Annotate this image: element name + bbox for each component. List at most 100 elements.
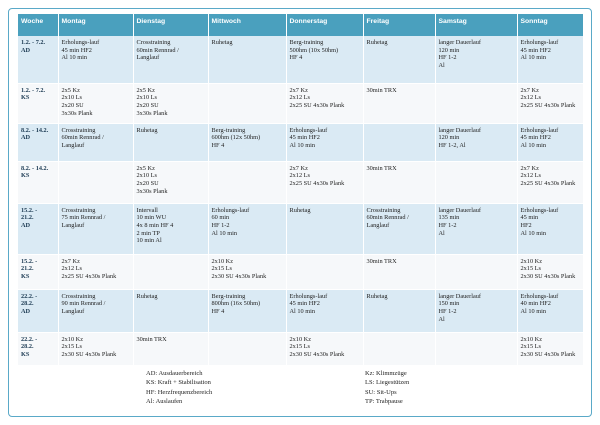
cell-line: 30min TRX (366, 257, 397, 265)
cell-monday (58, 161, 134, 204)
table-row: 8.2. - 14.2. KS 2x5 Kz 2x10 Ls 2x20 SU 3x30s … (18, 161, 583, 204)
legend-abbreviations-right: Kz: Klimmzüge LS: Liegestützen SU: Sit-Ups… (365, 369, 409, 406)
cell-line: Erholungs-lauf (289, 126, 328, 134)
cell-line: 2x30 SU 4x30s Plank (289, 350, 345, 358)
cell-sunday: Erholungs-lauf 45 min HF2 Al 10 min (517, 203, 583, 255)
cell-line: Crosstraining (61, 206, 96, 214)
cell-line: Erholungs-lauf (211, 206, 250, 214)
cell-line: 10 min WU (136, 214, 167, 222)
cell-line: Al 10 min (520, 54, 547, 62)
table-row: 15.2. -21.2. AD Crosstraining 75 min Rennra… (18, 203, 583, 255)
cell-line: 800hm (16x 50hm) (211, 300, 261, 308)
cell-line: 2x15 Ls (520, 265, 541, 273)
cell-line: 2x5 Kz (136, 164, 155, 172)
cell-line: 60min Rennrad / (61, 134, 104, 142)
cell-line: 2x12 Ls (520, 94, 541, 102)
cell-line: 2x25 SU 4x30s Plank (520, 101, 576, 109)
cell-line: 2x7 Kz (289, 164, 308, 172)
cell-friday: Ruhetag (363, 36, 436, 84)
cell-line: Langlauf (61, 307, 85, 315)
cell-line: Langlauf (366, 221, 390, 229)
cell-tuesday (133, 254, 209, 290)
cell-line: 2x25 SU 4x30s Plank (289, 101, 345, 109)
cell-line: Al 10 min (61, 54, 88, 62)
header-thursday: Donnerstag (286, 14, 364, 36)
cell-line: 135 min (438, 214, 460, 222)
cell-line: 2x15 Ls (211, 265, 232, 273)
cell-line: Erholungs-lauf (520, 39, 559, 46)
cell-saturday (435, 161, 518, 204)
cell-line: 2x20 SU (136, 179, 159, 187)
cell-sunday: Erholungs-lauf 45 min HF2 Al 10 min (517, 36, 583, 84)
week-line: AD (21, 46, 31, 54)
cell-line: 2x10 Ls (136, 172, 157, 180)
cell-line: 45 min HF2 (520, 46, 551, 54)
cell-line: Erholungs-lauf (61, 39, 100, 46)
cell-line: Ruhetag (366, 292, 388, 300)
cell-line: 45 min HF2 (61, 46, 92, 54)
cell-wednesday: Erholungs-lauf 60 min HF 1-2 Al 10 min (208, 203, 287, 255)
cell-line: HF 1-2, Al (438, 141, 466, 149)
cell-thursday (286, 254, 364, 290)
week-line: 8.2. - 14.2. (21, 164, 49, 172)
cell-line: Berg-training (289, 39, 324, 46)
cell-line: 120 min (438, 134, 460, 142)
cell-line: Al (438, 62, 445, 70)
cell-line: Langlauf (136, 54, 160, 62)
cell-thursday: Berg-training 500hm (10x 50hm) HF 4 (286, 36, 364, 84)
cell-line: 2x10 Kz (289, 335, 312, 343)
cell-monday: Erholungs-lauf 45 min HF2 Al 10 min (58, 36, 134, 84)
header-row: Woche Montag Dienstag Mittwoch Donnersta… (18, 14, 583, 36)
cell-friday: 30min TRX (363, 254, 436, 290)
cell-line: 2x7 Kz (520, 164, 539, 172)
cell-line: Ruhetag (136, 292, 158, 300)
table-row: 15.2. -21.2. KS 2x7 Kz 2x12 Ls 2x25 SU 4x30s… (18, 254, 583, 290)
week-line: 1.2. - 7.2. (21, 86, 46, 94)
legend-abbreviations-left: AD: Ausdauerbereich KS: Kraft + Stabilisa… (146, 369, 212, 406)
cell-line: 60 min (211, 214, 230, 222)
cell-sunday: 2x10 Kz 2x15 Ls 2x30 SU 4x30s Plank (517, 254, 583, 290)
cell-line: 2x7 Kz (61, 257, 80, 265)
week-cell: 22.2. -28.2. KS (18, 332, 59, 366)
cell-sunday: 2x7 Kz 2x12 Ls 2x25 SU 4x30s Plank (517, 83, 583, 124)
cell-thursday: Erholungs-lauf 45 min HF2 Al 10 min (286, 123, 364, 162)
cell-line: HF 1-2 (438, 221, 457, 229)
cell-wednesday (208, 161, 287, 204)
cell-line: Intervall (136, 206, 158, 214)
cell-monday: Crosstraining 60min Rennrad / Langlauf (58, 123, 134, 162)
week-line: 28.2. (21, 343, 34, 351)
cell-thursday: 2x7 Kz 2x12 Ls 2x25 SU 4x30s Plank (286, 161, 364, 204)
legend-item: SU: Sit-Ups (365, 388, 397, 396)
header-week: Woche (18, 14, 59, 36)
cell-line: 2x30 SU 4x30s Plank (520, 350, 576, 358)
cell-line: 10 min Al (136, 237, 162, 245)
legend-item: TP: Trabpause (365, 397, 403, 405)
cell-line: Ruhetag (211, 39, 233, 46)
legend-item: HF: Herzfrequenzbereich (146, 388, 213, 396)
cell-line: 60min Rennrad / (136, 46, 179, 54)
table-row: 8.2. - 14.2. AD Crosstraining 60min Rennrad… (18, 123, 583, 162)
cell-saturday: langer Dauerlauf 120 min HF 1-2 Al (435, 36, 518, 84)
cell-line: Erholungs-lauf (520, 206, 559, 214)
cell-line: 2x12 Ls (61, 265, 82, 273)
cell-friday: Ruhetag (363, 289, 436, 333)
cell-line: Erholungs-lauf (520, 126, 559, 134)
cell-line: 3x30s Plank (136, 187, 168, 195)
cell-tuesday: Ruhetag (133, 123, 209, 162)
week-line: 15.2. - (21, 206, 38, 214)
table-row: 22.2. -28.2. KS 2x10 Kz 2x15 Ls 2x30 SU 4x30… (18, 332, 583, 366)
cell-line: Al 10 min (289, 307, 316, 315)
cell-friday (363, 332, 436, 366)
cell-line: 90 min Rennrad / (61, 300, 106, 308)
cell-line: Al 10 min (520, 141, 547, 149)
cell-line: 30min TRX (136, 335, 167, 343)
cell-line: 45 min HF2 (289, 300, 320, 308)
cell-line: 3x30s Plank (61, 109, 93, 117)
cell-monday: 2x5 Kz 2x10 Ls 2x20 SU 3x30s Plank (58, 83, 134, 124)
week-line: AD (21, 221, 31, 229)
week-cell: 22.2. -28.2. AD (18, 289, 59, 333)
week-line: AD (21, 307, 31, 315)
week-line: AD (21, 134, 31, 142)
header-friday: Freitag (363, 14, 436, 36)
week-line: 28.2. (21, 300, 34, 308)
